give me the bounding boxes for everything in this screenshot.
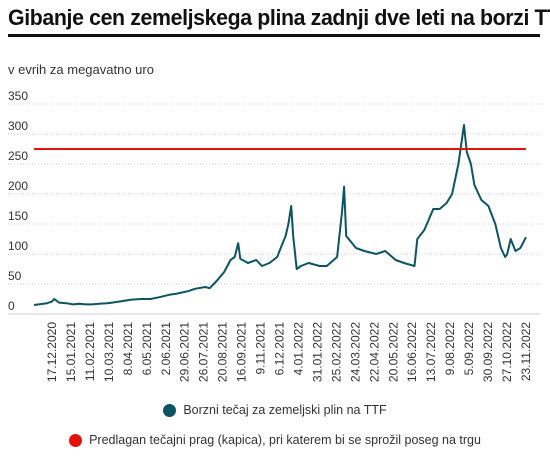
x-tick-label: 20.08.2021 — [216, 322, 230, 382]
y-tick-label: 250 — [8, 149, 28, 163]
legend-threshold-label: Predlagan tečajni prag (kapica), pri kat… — [89, 433, 481, 447]
x-tick-label: 4.01.2022 — [291, 322, 305, 376]
y-tick-label: 350 — [8, 89, 28, 103]
legend-series-label: Borzni tečaj za zemeljski plin na TTF — [183, 403, 387, 417]
x-tick-label: 6.12.2021 — [273, 322, 287, 376]
x-tick-label: 26.07.2021 — [197, 322, 211, 382]
x-tick-label: 8.04.2021 — [121, 322, 135, 376]
y-tick-label: 200 — [8, 179, 28, 193]
chart-subtitle: v evrih za megavatno uro — [8, 62, 154, 77]
y-axis-ticks: 0 50 100 150 200 250 300 350 — [8, 89, 28, 313]
x-tick-label: 15.01.2021 — [64, 322, 78, 382]
line-chart: 0 50 100 150 200 250 300 350 17.12.2020 15.01.20… — [8, 89, 540, 382]
legend-item-threshold: Predlagan tečajni prag (kapica), pri kat… — [69, 433, 481, 447]
y-tick-label: 50 — [8, 269, 22, 283]
legend-series-marker — [163, 403, 177, 417]
x-axis-ticks: 17.12.2020 15.01.2021 11.02.2021 10.03.2021… — [45, 322, 533, 382]
x-tick-label: 13.07.2022 — [424, 322, 438, 382]
x-tick-label: 9.11.2021 — [254, 322, 268, 375]
x-tick-label: 29.06.2021 — [178, 322, 192, 382]
x-tick-label: 30.09.2022 — [481, 322, 495, 382]
chart-title: Gibanje cen zemeljskega plina zadnji dve… — [8, 5, 550, 30]
x-tick-label: 23.11.2022 — [519, 322, 533, 381]
series-line-ttf-price — [33, 124, 527, 306]
x-tick-label: 16.09.2021 — [235, 322, 249, 382]
series-layer — [33, 124, 527, 306]
legend-threshold-marker — [69, 433, 83, 447]
y-tick-label: 300 — [8, 119, 28, 133]
grid-lines — [8, 103, 540, 315]
x-tick-label: 11.02.2021 — [83, 322, 97, 381]
x-tick-label: 22.04.2022 — [367, 322, 381, 382]
legend-row-1: Borzni tečaj za zemeljski plin na TTF — [0, 403, 550, 420]
x-tick-label: 27.10.2022 — [500, 322, 514, 382]
legend-row-2: Predlagan tečajni prag (kapica), pri kat… — [0, 433, 550, 450]
x-tick-label: 31.01.2022 — [310, 322, 324, 382]
x-tick-label: 5.09.2022 — [462, 322, 476, 376]
x-tick-label: 24.03.2022 — [348, 322, 362, 382]
x-tick-label: 6.05.2021 — [140, 322, 154, 376]
x-tick-label: 2.06.2021 — [159, 322, 173, 376]
x-tick-label: 20.05.2022 — [386, 322, 400, 382]
y-tick-label: 100 — [8, 239, 28, 253]
x-tick-label: 25.02.2022 — [329, 322, 343, 382]
x-tick-label: 17.12.2020 — [45, 322, 59, 382]
x-tick-label: 16.06.2022 — [405, 322, 419, 382]
y-tick-label: 150 — [8, 209, 28, 223]
title-divider — [8, 34, 540, 37]
legend-item-series: Borzni tečaj za zemeljski plin na TTF — [163, 403, 387, 417]
x-tick-label: 9.08.2022 — [443, 322, 457, 376]
x-tick-label: 10.03.2021 — [102, 322, 116, 382]
y-tick-label: 0 — [8, 299, 15, 313]
